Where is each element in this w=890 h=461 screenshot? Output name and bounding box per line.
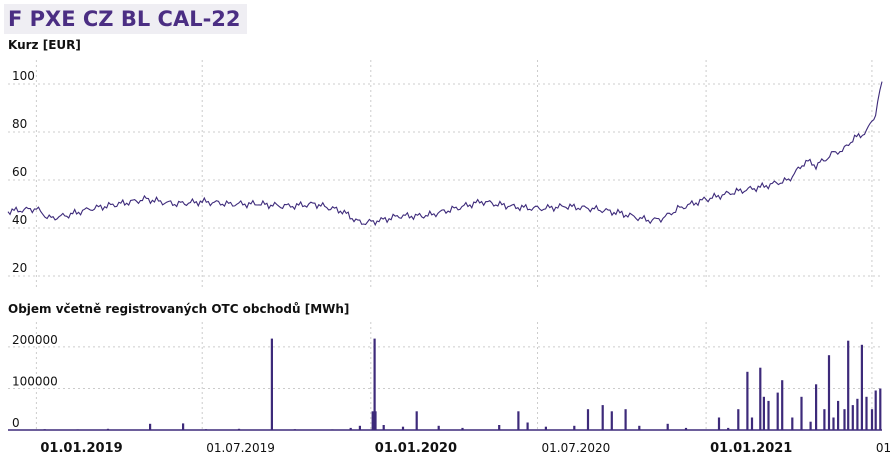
volume-bar	[717, 417, 721, 430]
volume-bar	[727, 427, 730, 430]
x-tick-label: 01.01.2019	[40, 441, 122, 456]
volume-bar	[293, 429, 296, 430]
x-tick-label: 01.07.2020	[542, 441, 611, 455]
volume-bar	[237, 428, 241, 430]
volume-bar	[331, 429, 334, 430]
volume-bar	[349, 427, 352, 430]
volume-bar	[149, 423, 152, 430]
volume-bar	[382, 425, 385, 430]
volume-bar	[270, 338, 273, 430]
volume-bar	[809, 421, 812, 430]
volume-bar	[815, 384, 818, 430]
volume-bar	[76, 429, 79, 430]
volume-bar	[860, 344, 863, 430]
volume-bar	[415, 411, 418, 430]
volume-bar	[182, 423, 185, 430]
x-tick-label: 01.07.2019	[206, 441, 275, 455]
volume-bar	[865, 396, 868, 430]
volume-bar	[610, 411, 613, 430]
volume-bar	[371, 411, 374, 430]
volume-bar	[843, 409, 846, 430]
volume-bar	[823, 409, 826, 430]
price-series-line	[7, 81, 883, 227]
volume-bar	[832, 417, 835, 430]
volume-bar	[847, 340, 850, 430]
volume-bar	[759, 367, 762, 430]
volume-ytick-label: 0	[12, 416, 20, 430]
volume-bar	[750, 417, 754, 430]
price-ytick-label: 40	[12, 213, 27, 227]
volume-bar	[666, 423, 669, 430]
volume-bar	[43, 429, 46, 430]
volume-bar	[762, 396, 765, 430]
volume-bar	[776, 392, 779, 430]
volume-bar	[874, 390, 877, 430]
price-ytick-label: 100	[12, 69, 35, 83]
volume-bar	[737, 409, 740, 430]
volume-bar	[767, 400, 770, 430]
volume-bar	[879, 388, 882, 430]
volume-bar	[684, 427, 688, 430]
volume-bar	[837, 400, 840, 430]
chart-title: F PXE CZ BL CAL-22	[4, 4, 247, 34]
price-ytick-label: 80	[12, 117, 27, 131]
x-tick-label: 01.01.2020	[375, 441, 457, 456]
volume-bar	[517, 411, 520, 430]
volume-panel: 0 100000 200000	[8, 333, 882, 431]
volume-bar	[638, 425, 641, 430]
volume-bar	[544, 426, 547, 430]
volume-bar	[870, 409, 874, 430]
volume-bar	[856, 398, 859, 430]
volume-bar	[358, 425, 361, 430]
x-axis: 01.01.2019 01.07.2019 01.01.2020 01.07.2020…	[40, 441, 890, 456]
volume-bar	[373, 338, 376, 430]
volume-bar	[791, 417, 794, 430]
volume-bar	[204, 429, 208, 430]
price-panel: 20 40 60 80 100	[7, 69, 883, 275]
volume-bar	[461, 427, 464, 430]
price-ytick-label: 20	[12, 261, 27, 275]
volume-panel-label: Objem včetně registrovaných OTC obchodů …	[8, 302, 350, 316]
price-ytick-label: 60	[12, 165, 27, 179]
volume-bar	[437, 425, 440, 430]
grid	[8, 60, 882, 431]
volume-bar	[374, 411, 377, 430]
volume-bar	[586, 409, 590, 430]
volume-bar	[601, 405, 604, 430]
volume-bar	[851, 405, 854, 430]
volume-bar	[827, 355, 831, 430]
volume-bar	[106, 428, 110, 430]
x-tick-label: 01.07.202	[876, 441, 890, 455]
x-tick-label: 01.01.2021	[710, 441, 792, 456]
volume-bar	[781, 380, 784, 430]
volume-bar	[573, 425, 576, 430]
volume-bar	[401, 426, 405, 430]
volume-bar	[800, 396, 803, 430]
price-panel-label: Kurz [EUR]	[8, 38, 81, 52]
volume-ytick-label: 100000	[12, 374, 58, 388]
volume-ytick-label: 200000	[12, 333, 58, 347]
volume-bar	[624, 409, 627, 430]
volume-bar	[526, 422, 529, 430]
volume-bar	[746, 371, 749, 430]
volume-bar	[498, 425, 501, 430]
